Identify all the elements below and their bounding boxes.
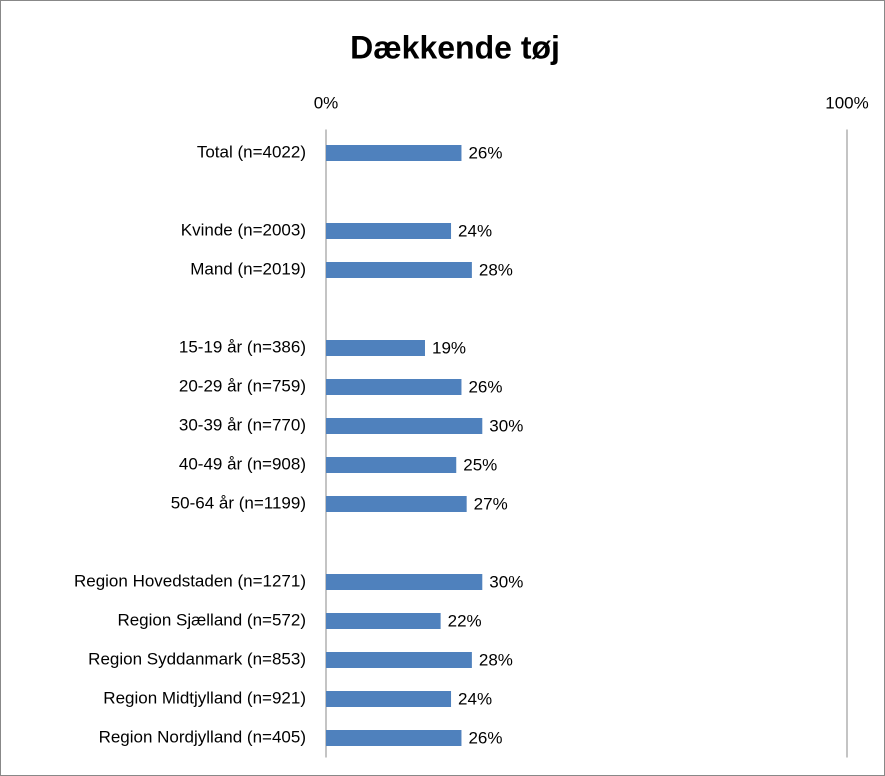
bar	[326, 340, 425, 356]
data-label: 25%	[463, 455, 497, 474]
bar	[326, 262, 472, 278]
bar	[326, 691, 452, 707]
y-tick-label: 40-49 år (n=908)	[179, 454, 306, 473]
y-tick-label: Region Sjælland (n=572)	[117, 610, 306, 629]
data-label: 30%	[489, 572, 523, 591]
data-label: 28%	[479, 650, 513, 669]
y-tick-label: Total (n=4022)	[197, 142, 306, 161]
y-tick-label: Region Hovedstaden (n=1271)	[74, 571, 306, 590]
data-label: 26%	[468, 143, 502, 162]
bar	[326, 457, 457, 473]
x-tick-label: 0%	[314, 93, 339, 112]
bar	[326, 730, 462, 746]
x-tick-label: 100%	[825, 93, 868, 112]
y-tick-label: 50-64 år (n=1199)	[171, 493, 306, 512]
data-label: 27%	[474, 494, 508, 513]
data-label: 24%	[458, 221, 492, 240]
y-tick-label: Region Nordjylland (n=405)	[99, 727, 306, 746]
bar	[326, 496, 467, 512]
bar	[326, 574, 483, 590]
bar	[326, 223, 452, 239]
bar	[326, 652, 472, 668]
data-label: 22%	[448, 611, 482, 630]
data-label: 28%	[479, 260, 513, 279]
bar	[326, 613, 441, 629]
data-label: 26%	[468, 728, 502, 747]
y-tick-label: Kvinde (n=2003)	[181, 220, 306, 239]
data-label: 19%	[432, 338, 466, 357]
y-tick-label: 20-29 år (n=759)	[179, 376, 306, 395]
y-tick-label: Region Syddanmark (n=853)	[88, 649, 306, 668]
data-label: 30%	[489, 416, 523, 435]
chart-title: Dækkende tøj	[350, 29, 560, 65]
data-label: 26%	[468, 377, 502, 396]
y-tick-label: 15-19 år (n=386)	[179, 337, 306, 356]
y-tick-label: Region Midtjylland (n=921)	[103, 688, 306, 707]
y-tick-label: 30-39 år (n=770)	[179, 415, 306, 434]
bar	[326, 379, 462, 395]
y-tick-label: Mand (n=2019)	[190, 259, 306, 278]
bar	[326, 145, 462, 161]
data-label: 24%	[458, 689, 492, 708]
bar	[326, 418, 483, 434]
